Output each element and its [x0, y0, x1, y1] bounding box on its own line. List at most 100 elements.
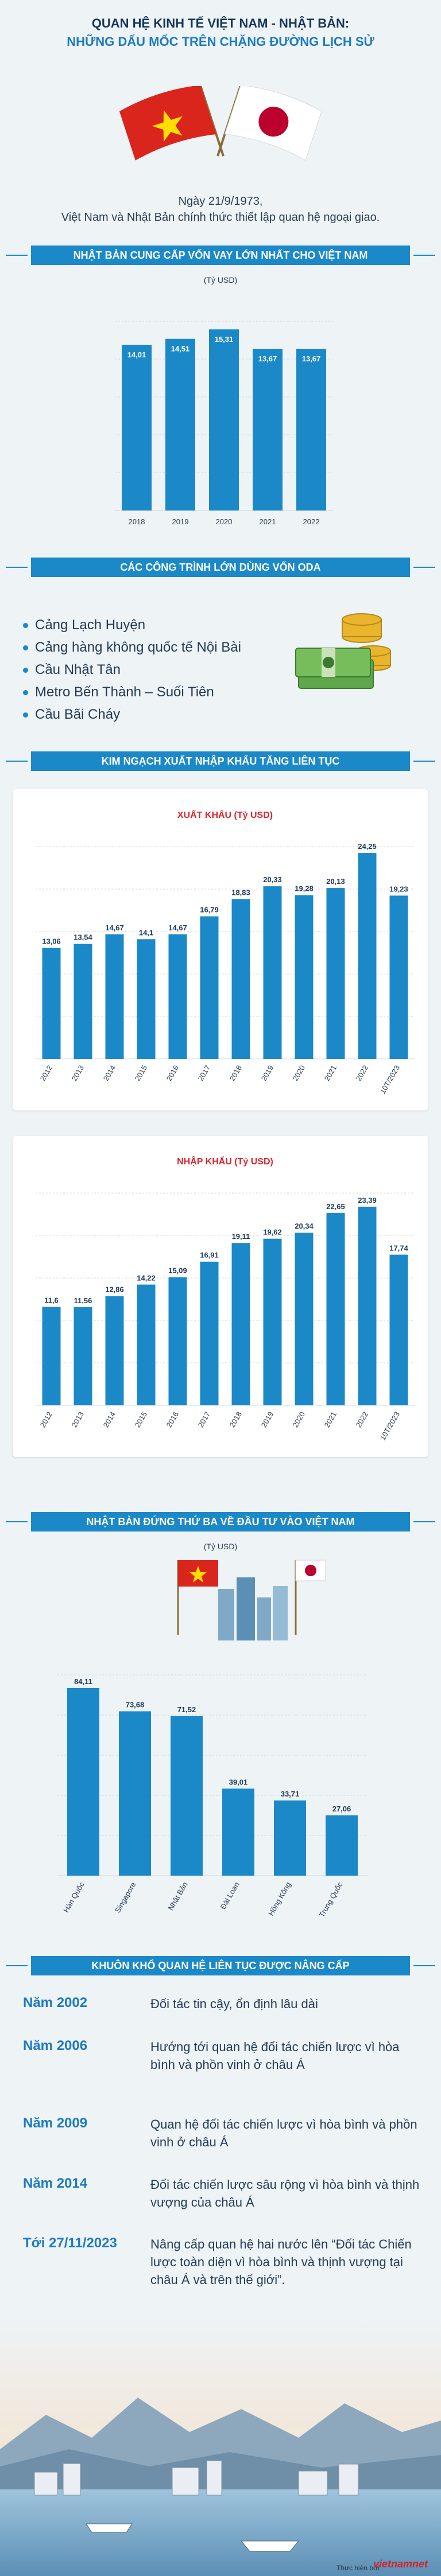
tick-label: Trung Quốc — [318, 1880, 345, 1919]
data-label: 19,23 — [389, 884, 408, 893]
bar — [326, 1213, 345, 1405]
tick-label: 2016 — [165, 1064, 180, 1083]
list-item: Cảng Lạch Huyện — [23, 614, 241, 636]
bar — [105, 1296, 124, 1405]
milestone-text: Quan hệ đối tác chiến lược vì hòa bình v… — [150, 2117, 417, 2149]
bar — [231, 1243, 250, 1405]
data-label: 19,11 — [232, 1232, 250, 1241]
bar — [326, 888, 345, 1059]
data-label: 11,6 — [44, 1296, 59, 1304]
tick-label: 2020 — [291, 1410, 307, 1429]
bar — [119, 1711, 151, 1876]
data-label: 16,91 — [200, 1251, 219, 1260]
investment-bar-chart: 84,11 Hàn Quốc 73,68 Singapore 71,52 Nhật Bản… — [57, 1674, 368, 1919]
data-label: 15,09 — [168, 1266, 187, 1275]
money-stack-icon — [295, 613, 391, 689]
crossed-flags-illustration — [119, 86, 322, 161]
bar — [137, 939, 156, 1059]
list-item: Metro Bến Thành – Suối Tiên — [23, 681, 241, 703]
bar — [209, 329, 239, 510]
tick-label: 2018 — [228, 1064, 243, 1083]
bar — [200, 1261, 219, 1405]
milestone-text: Đối tác chiến lược sâu rộng vì hòa bình … — [150, 2177, 420, 2209]
data-label: 14,22 — [137, 1274, 156, 1283]
data-label: 13,67 — [302, 354, 321, 363]
vietnamnet-logo: vietnamnet — [373, 2558, 428, 2570]
tick-label: 2019 — [172, 517, 189, 526]
section-banner-loans: NHẬT BẢN CUNG CẤP VỐN VAY LỚN NHẤT CHO V… — [6, 245, 435, 265]
milestone-text: Hướng tới quan hệ đối tác chiến lược vì … — [150, 2040, 400, 2072]
data-label: 73,68 — [126, 1700, 145, 1709]
bar — [122, 345, 152, 510]
data-label: 19,28 — [295, 884, 314, 893]
bar — [165, 338, 195, 510]
bar — [253, 349, 283, 510]
tick-label: 2012 — [38, 1064, 54, 1083]
data-label: 84,11 — [74, 1677, 92, 1686]
tick-label: 2014 — [102, 1410, 117, 1429]
tick-label: 2021 — [323, 1410, 338, 1429]
data-label: 23,39 — [358, 1196, 377, 1205]
bar — [105, 934, 124, 1059]
intro-text: Việt Nam và Nhật Bản chính thức thiết lậ… — [61, 211, 380, 224]
data-label: 17,74 — [389, 1244, 408, 1252]
bar — [326, 1815, 358, 1876]
tick-label: 2022 — [354, 1410, 370, 1429]
vietnam-flag — [119, 86, 225, 161]
data-label: 20,13 — [326, 877, 345, 886]
data-label: 14,01 — [127, 350, 146, 359]
loans-bar-chart: 14,01 2018 14,51 2019 15,31 2020 13,67 2021 13,6… — [115, 321, 333, 526]
vietnam-flag — [177, 1560, 218, 1635]
bar — [296, 349, 326, 510]
milestone-year: Năm 2014 — [23, 2176, 88, 2191]
milestone-year: Năm 2002 — [23, 1995, 88, 2010]
tick-label: 2022 — [303, 517, 320, 526]
tick-label: 2019 — [260, 1064, 275, 1083]
milestone-year: Năm 2009 — [23, 2115, 88, 2131]
data-label: 27,06 — [332, 1805, 351, 1813]
tick-label: 2015 — [133, 1410, 149, 1429]
data-label: 16,79 — [200, 906, 219, 914]
tick-label: Singapore — [113, 1881, 138, 1915]
data-label: 24,25 — [358, 842, 377, 851]
milestone-year: Tới 27/11/2023 — [23, 2235, 117, 2251]
bar — [231, 899, 250, 1059]
unit-label: (Tỷ USD) — [203, 275, 238, 285]
tick-label: 2018 — [228, 1410, 243, 1429]
bar — [389, 1254, 408, 1405]
bar — [74, 1307, 92, 1405]
list-item: Cầu Bãi Cháy — [23, 703, 241, 726]
import-bar-chart: NHẬP KHẨU (Tỷ USD) 11,6 2012 11,56 2013 12,86… — [36, 1156, 415, 1442]
data-label: 71,52 — [177, 1705, 196, 1714]
data-label: 12,86 — [105, 1285, 124, 1294]
export-bar-chart: XUẤT KHẨU (Tỷ USD) 13,06 2012 13,54 2013 14,6… — [36, 809, 415, 1096]
page-title: QUAN HỆ KINH TẾ VIỆT NAM - NHẬT BẢN: — [91, 16, 350, 30]
tick-label: 10T/2023 — [378, 1410, 401, 1442]
japan-flag — [295, 1560, 326, 1635]
chart-title: XUẤT KHẨU (Tỷ USD) — [177, 809, 273, 820]
tick-label: 2020 — [291, 1064, 307, 1083]
data-label: 11,56 — [74, 1296, 92, 1305]
tick-label: 2021 — [323, 1064, 338, 1083]
bar — [295, 1232, 314, 1405]
data-label: 22,65 — [326, 1202, 345, 1211]
list-item: Cảng hàng không quốc tế Nội Bài — [23, 636, 241, 658]
tick-label: 2017 — [196, 1410, 212, 1429]
bar — [74, 944, 92, 1059]
data-label: 18,83 — [231, 888, 250, 897]
data-label: 13,67 — [258, 354, 277, 363]
section-banner-trade: KIM NGẠCH XUẤT NHẬP KHẨU TĂNG LIÊN TỤC — [6, 751, 435, 771]
intro-date: Ngày 21/9/1973, — [178, 195, 263, 208]
data-label: 19,62 — [263, 1228, 282, 1237]
bar — [137, 1284, 156, 1405]
bar — [263, 886, 282, 1059]
tick-label: 2020 — [216, 517, 233, 526]
tick-label: 2021 — [260, 517, 276, 526]
bar — [263, 1238, 282, 1405]
bar — [295, 895, 314, 1059]
milestone-year: Năm 2006 — [23, 2038, 88, 2053]
bar — [67, 1688, 99, 1876]
data-label: 14,67 — [105, 923, 124, 932]
data-label: 13,54 — [74, 933, 92, 942]
bar — [42, 1307, 61, 1405]
